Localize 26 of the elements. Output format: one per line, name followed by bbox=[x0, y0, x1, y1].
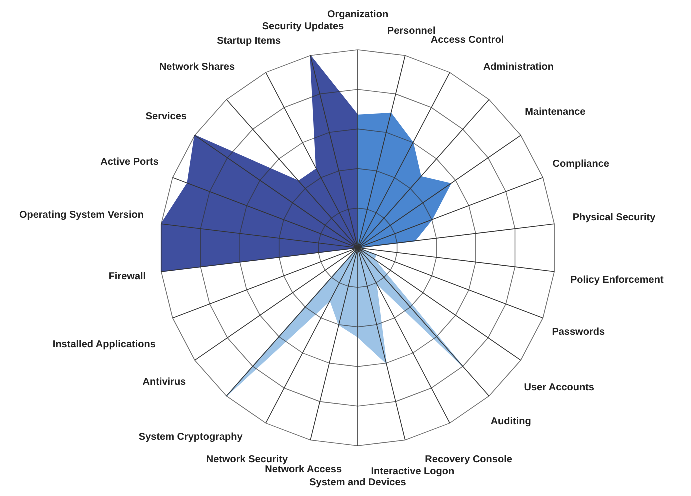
spoke-label: Active Ports bbox=[100, 156, 160, 168]
spoke-label: System and Devices bbox=[310, 478, 407, 488]
spoke-label: Physical Security bbox=[572, 212, 656, 224]
spoke-label: Antivirus bbox=[142, 377, 187, 388]
spoke-label: Installed Applications bbox=[52, 340, 156, 351]
spoke-label: Administration bbox=[483, 62, 554, 74]
spoke-label: Passwords bbox=[552, 327, 606, 338]
spoke-label: Auditing bbox=[490, 416, 532, 428]
spoke-label: Recovery Console bbox=[425, 454, 513, 466]
spoke-label: Startup Items bbox=[217, 36, 282, 47]
spoke-label: User Accounts bbox=[524, 382, 595, 394]
spoke-label: Network Shares bbox=[159, 62, 236, 74]
spoke-label: Maintenance bbox=[525, 107, 586, 118]
spoke-label: Security Updates bbox=[262, 21, 345, 32]
spoke-label: Interactive Logon bbox=[371, 466, 455, 478]
spoke-label: Organization bbox=[327, 10, 389, 20]
spoke-label: Services bbox=[146, 111, 188, 122]
spoke-label: Network Security bbox=[206, 454, 288, 466]
spoke-label: Operating System Version bbox=[19, 210, 144, 221]
spoke-label: Access Control bbox=[430, 34, 504, 46]
spoke-label: Network Access bbox=[265, 464, 342, 476]
spoke-label: Personnel bbox=[387, 26, 436, 38]
spoke-label: Policy Enforcement bbox=[570, 274, 664, 286]
spoke-label: System Cryptography bbox=[138, 432, 244, 444]
spoke-label: Compliance bbox=[552, 158, 610, 170]
spoke-label: Firewall bbox=[108, 271, 146, 282]
